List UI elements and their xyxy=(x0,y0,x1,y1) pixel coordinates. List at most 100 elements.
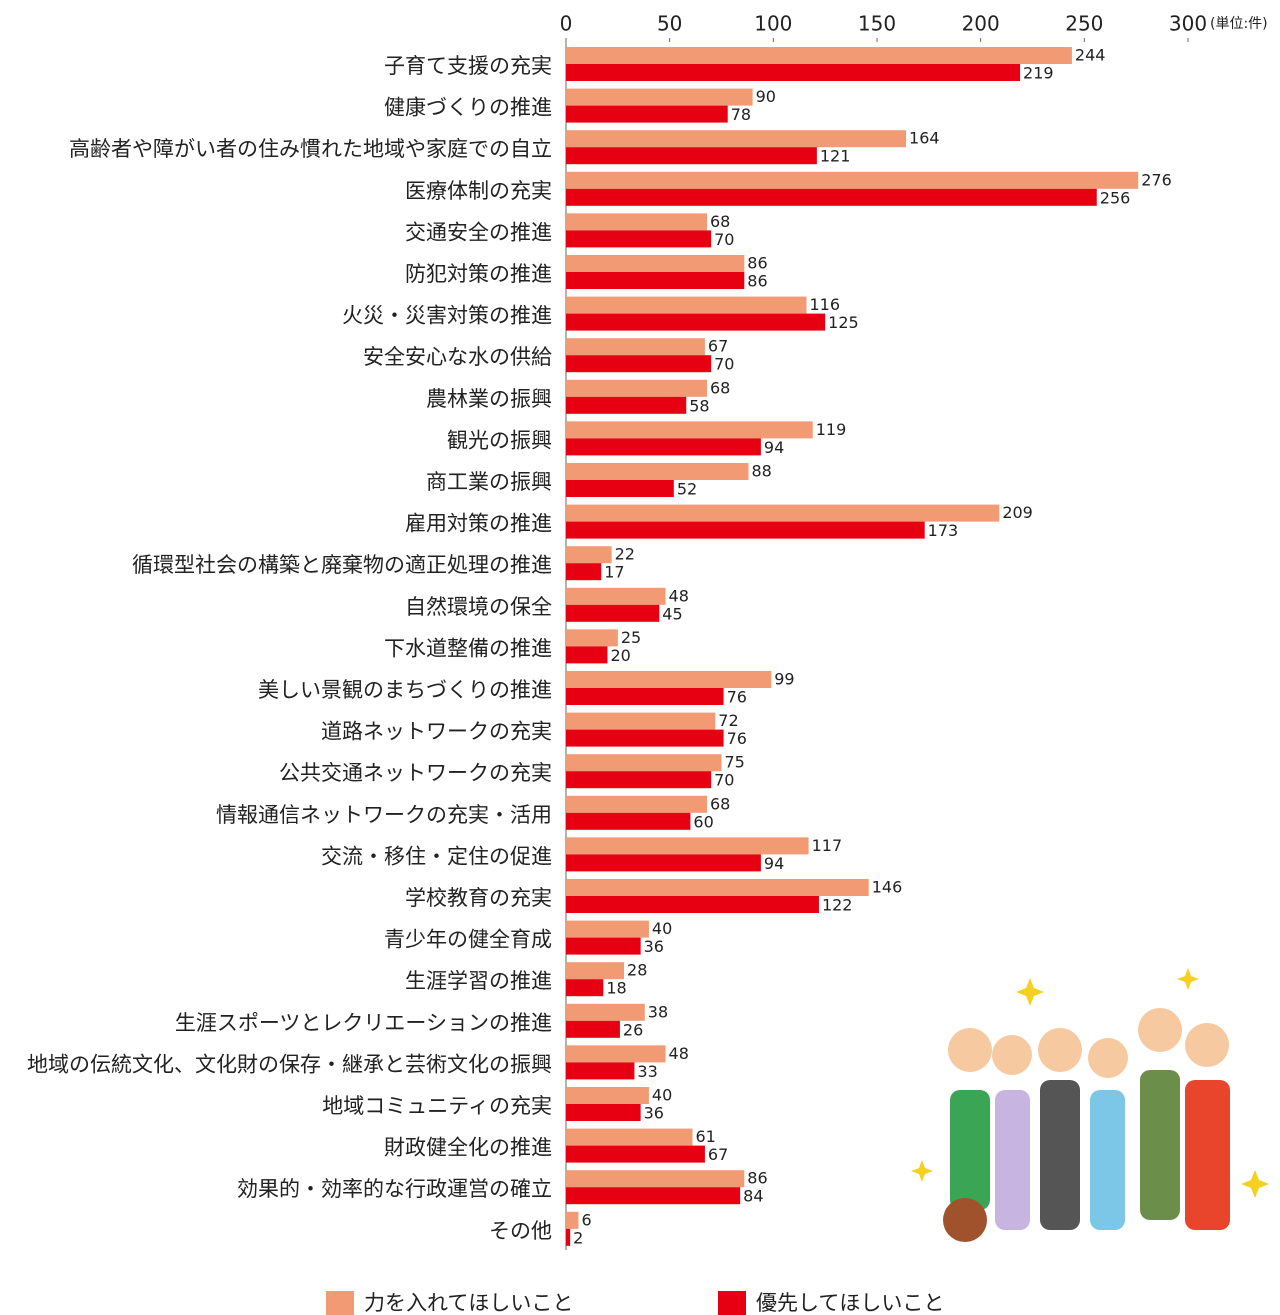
legend-label: 優先してほしいこと xyxy=(756,1291,944,1315)
bar xyxy=(566,64,1020,81)
value-label: 116 xyxy=(810,295,841,314)
bar xyxy=(566,1212,578,1229)
value-label: 86 xyxy=(747,254,767,273)
bar xyxy=(566,1229,570,1246)
bar xyxy=(566,1146,705,1163)
value-label: 276 xyxy=(1141,170,1172,189)
bar xyxy=(566,879,869,896)
value-label: 36 xyxy=(644,1104,664,1123)
value-label: 61 xyxy=(695,1127,715,1146)
value-label: 52 xyxy=(677,480,697,499)
value-label: 58 xyxy=(689,396,709,415)
value-label: 76 xyxy=(727,688,747,707)
value-label: 67 xyxy=(708,1145,728,1164)
x-tick-label: 150 xyxy=(858,12,896,36)
bar xyxy=(566,962,624,979)
value-label: 75 xyxy=(725,753,745,772)
value-label: 94 xyxy=(764,438,784,457)
bar xyxy=(566,47,1072,64)
value-label: 173 xyxy=(928,521,959,540)
value-label: 209 xyxy=(1002,503,1033,522)
category-label: 財政健全化の推進 xyxy=(384,1136,552,1160)
category-label: その他 xyxy=(489,1219,552,1243)
bar xyxy=(566,355,711,372)
value-label: 117 xyxy=(812,836,843,855)
value-label: 68 xyxy=(710,212,730,231)
value-label: 38 xyxy=(648,1002,668,1021)
category-label: 高齢者や障がい者の住み慣れた地域や家庭での自立 xyxy=(69,137,552,161)
value-label: 219 xyxy=(1023,64,1054,83)
bar xyxy=(566,505,999,522)
legend-swatch xyxy=(718,1291,746,1315)
bar xyxy=(566,106,728,123)
category-label: 地域の伝統文化、文化財の保存・継承と芸術文化の振興 xyxy=(27,1052,552,1076)
category-label: 交流・移住・定住の促進 xyxy=(321,844,552,868)
category-label: 循環型社会の構築と廃棄物の適正処理の推進 xyxy=(132,553,552,577)
value-label: 60 xyxy=(693,812,713,831)
legend-swatch xyxy=(326,1291,354,1315)
value-label: 67 xyxy=(708,337,728,356)
x-tick-label: 250 xyxy=(1065,12,1103,36)
category-label: 自然環境の保全 xyxy=(405,595,552,619)
bar xyxy=(566,546,612,563)
bar xyxy=(566,130,906,147)
bar xyxy=(566,421,813,438)
bar xyxy=(566,213,707,230)
bar xyxy=(566,1129,692,1146)
value-label: 25 xyxy=(621,628,641,647)
bar xyxy=(566,629,618,646)
value-label: 18 xyxy=(606,979,626,998)
value-label: 70 xyxy=(714,771,734,790)
value-label: 88 xyxy=(751,462,771,481)
bar xyxy=(566,713,715,730)
category-label: 学校教育の充実 xyxy=(405,886,552,910)
bar xyxy=(566,314,825,331)
value-label: 244 xyxy=(1075,46,1106,65)
bar xyxy=(566,754,722,771)
category-label: 火災・災害対策の推進 xyxy=(342,304,552,328)
value-label: 45 xyxy=(662,604,682,623)
x-tick-label: 300 xyxy=(1169,12,1207,36)
bar xyxy=(566,837,809,854)
x-tick-label: 200 xyxy=(962,12,1000,36)
value-label: 28 xyxy=(627,961,647,980)
bar xyxy=(566,771,711,788)
value-label: 76 xyxy=(727,729,747,748)
bar xyxy=(566,438,761,455)
category-label: 情報通信ネットワークの充実・活用 xyxy=(216,803,552,827)
category-label: 青少年の健全育成 xyxy=(384,928,552,952)
bar xyxy=(566,646,607,663)
bar xyxy=(566,172,1138,189)
bar xyxy=(566,397,686,414)
bar xyxy=(566,230,711,247)
value-label: 90 xyxy=(756,87,776,106)
category-label: 公共交通ネットワークの充実 xyxy=(279,761,552,785)
bar xyxy=(566,522,925,539)
bar xyxy=(566,147,817,164)
category-label: 健康づくりの推進 xyxy=(384,96,552,120)
bar xyxy=(566,380,707,397)
bar xyxy=(566,1170,744,1187)
bar xyxy=(566,189,1097,206)
bar xyxy=(566,1062,634,1079)
category-label: 雇用対策の推進 xyxy=(405,512,552,536)
category-label: 下水道整備の推進 xyxy=(384,636,552,660)
value-label: 40 xyxy=(652,1086,672,1105)
value-label: 122 xyxy=(822,896,853,915)
bar xyxy=(566,89,753,106)
bar xyxy=(566,272,744,289)
bar xyxy=(566,588,666,605)
value-label: 17 xyxy=(604,563,624,582)
bar xyxy=(566,338,705,355)
value-label: 99 xyxy=(774,670,794,689)
category-label: 道路ネットワークの充実 xyxy=(321,720,552,744)
value-label: 146 xyxy=(872,878,903,897)
value-label: 119 xyxy=(816,420,847,439)
category-label: 地域コミュニティの充実 xyxy=(322,1094,552,1118)
value-label: 121 xyxy=(820,147,851,166)
value-label: 48 xyxy=(669,1044,689,1063)
bar xyxy=(566,671,771,688)
value-label: 84 xyxy=(743,1187,763,1206)
bar xyxy=(566,563,601,580)
bar xyxy=(566,1104,641,1121)
